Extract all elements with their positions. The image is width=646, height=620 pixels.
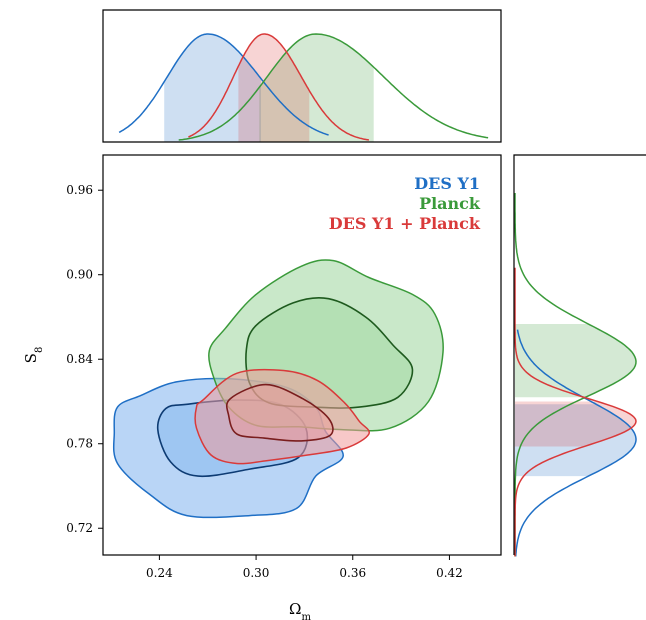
x-tick-label-0: 0.24 [146,566,173,580]
y-tick-label-4: 0.96 [66,183,93,197]
contour-68-des-y1-planck [225,383,334,442]
legend: DES Y1 Planck DES Y1 + Planck [329,174,481,233]
top-curve-des-y1 [118,33,329,136]
x-tick-label-1: 0.30 [243,566,270,580]
top-band-planck [259,34,374,142]
right-frame [513,154,646,555]
y-tick-label-0: 0.72 [66,521,93,535]
right-band-des-y1-planck [515,401,636,447]
right-curve-des-y1-planck [514,267,637,557]
top-curve-des-y1-planck [188,33,370,141]
x-tick-label-3: 0.42 [436,566,463,580]
top-frame [102,9,502,143]
joint-frame [102,154,502,556]
joint-contour-panel: 0.24 0.30 0.36 0.42 0.72 0.78 0.84 0.90 0.96 [66,154,502,580]
x-tick-label-2: 0.36 [339,566,366,580]
x-axis-label: Ωm [289,600,311,620]
right-curve-des-y1 [514,329,637,557]
top-marginal-panel [102,9,502,143]
legend-entry-des-y1-planck: DES Y1 + Planck [329,214,481,233]
legend-entry-des-y1: DES Y1 [414,174,480,193]
right-band-des-y1 [515,404,636,477]
right-band-planck [515,324,636,398]
y-tick-label-3: 0.90 [66,268,93,282]
y-tick-label-2: 0.84 [66,352,93,366]
top-curve-planck [178,33,489,141]
right-marginal-panel [513,154,646,557]
y-axis-label: S8 [22,347,45,364]
right-curve-planck [514,193,637,557]
y-tick-label-1: 0.78 [66,437,93,451]
top-band-des-y1 [164,34,261,142]
legend-entry-planck: Planck [419,194,481,213]
